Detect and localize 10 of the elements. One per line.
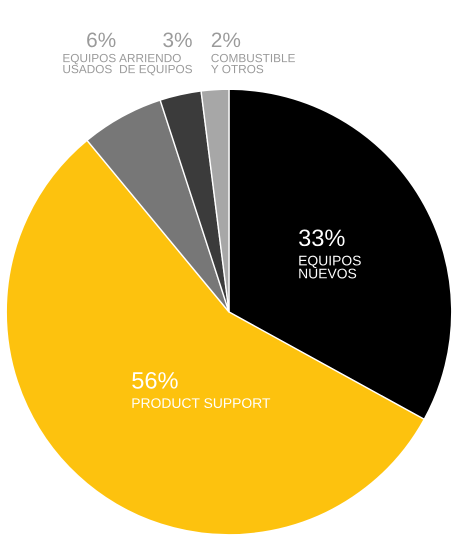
slice-label: EQUIPOS NUEVOS [299, 256, 361, 278]
data-label: 3% [163, 32, 192, 48]
slice-label: EQUIPOS USADOS [63, 54, 116, 74]
data-label: 56% [132, 372, 178, 389]
data-label: 6% [87, 32, 116, 48]
data-label: 2% [212, 32, 240, 48]
slice-label: ARRIENDO DE EQUIPOS [119, 54, 192, 76]
data-label: 33% [299, 229, 345, 246]
slice-label: PRODUCT SUPPORT [132, 398, 270, 408]
slice-label: COMBUSTIBLE Y OTROS [211, 54, 295, 74]
